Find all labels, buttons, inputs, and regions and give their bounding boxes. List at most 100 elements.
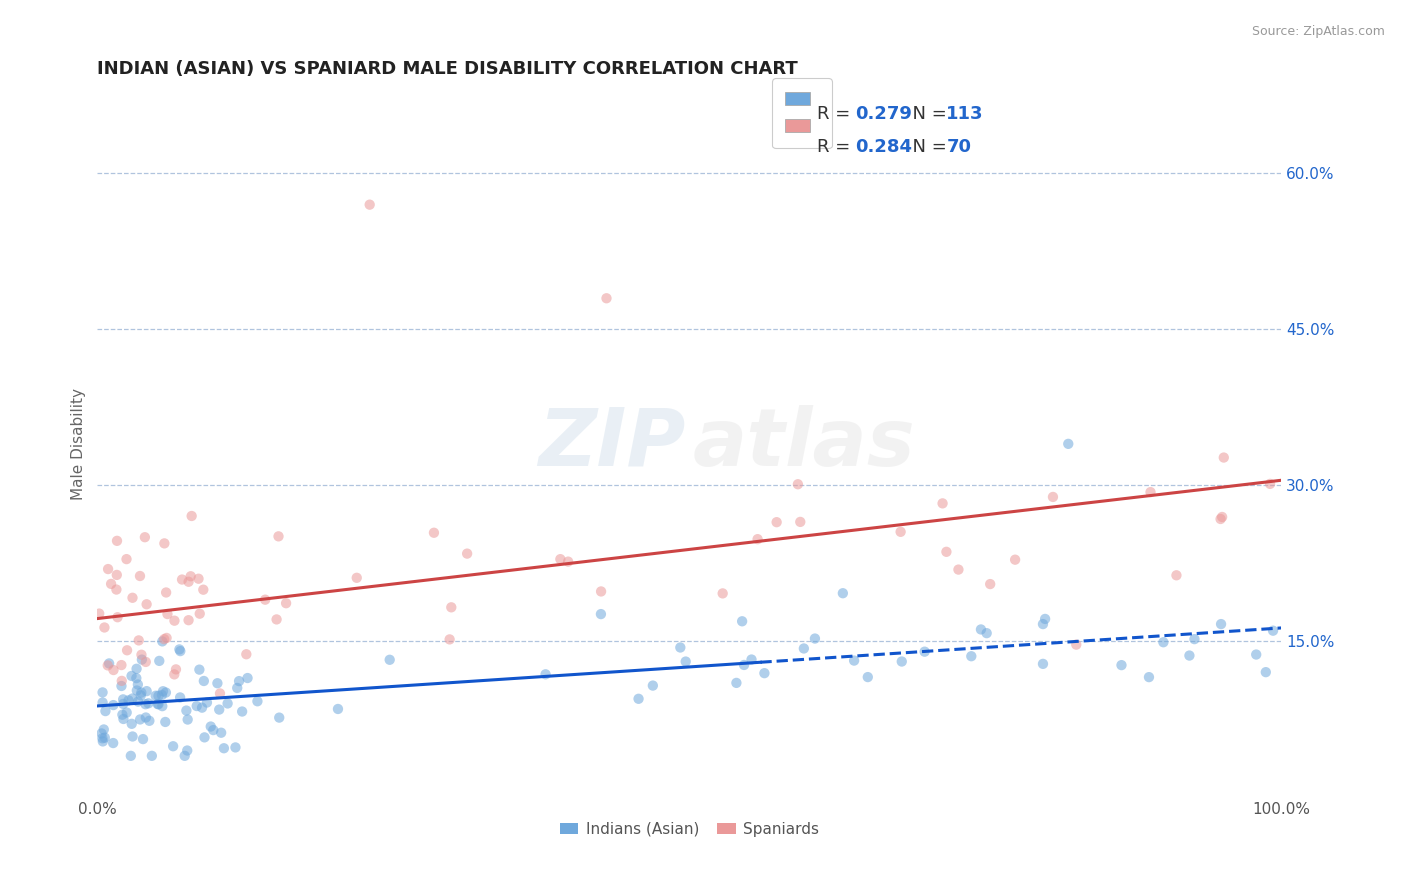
Point [165,662,187,676]
Point [135,710,157,724]
Point [831,586,853,600]
Point [224,740,246,755]
Point [127,695,149,709]
Point [236,671,259,685]
Point [91,734,114,748]
Point [169,644,191,658]
Point [125,683,148,698]
Text: 0.284: 0.284 [855,137,912,156]
Point [156,607,179,621]
Point [163,614,186,628]
Point [121,716,143,731]
Point [131,652,153,666]
Point [754,666,776,681]
Point [152,684,174,698]
Point [1178,648,1201,663]
Point [100,577,122,591]
Point [202,723,225,737]
Point [97,658,120,673]
Point [169,690,191,705]
Point [193,673,215,688]
Point [131,648,153,662]
Point [1212,450,1234,465]
Point [326,702,349,716]
Y-axis label: Male Disability: Male Disability [72,388,86,500]
Point [129,713,152,727]
Point [91,696,114,710]
Point [110,679,132,693]
Point [534,667,557,681]
Point [112,712,135,726]
Point [128,633,150,648]
Point [135,655,157,669]
Point [153,536,176,550]
Point [148,654,170,668]
Point [786,477,808,491]
Point [439,632,461,647]
Point [1057,437,1080,451]
Point [456,547,478,561]
Point [176,704,198,718]
Text: atlas: atlas [693,405,915,483]
Point [1111,658,1133,673]
Point [595,291,617,305]
Point [557,555,579,569]
Point [155,685,177,699]
Point [107,610,129,624]
Point [948,563,970,577]
Point [186,699,208,714]
Point [138,714,160,728]
Point [135,597,157,611]
Point [98,657,121,671]
Point [138,696,160,710]
Point [267,529,290,543]
Point [960,649,983,664]
Point [193,582,215,597]
Point [979,577,1001,591]
Point [150,699,173,714]
Point [111,707,134,722]
Point [890,655,912,669]
Point [177,574,200,589]
Text: Source: ZipAtlas.com: Source: ZipAtlas.com [1251,25,1385,38]
Point [148,689,170,703]
Point [129,689,152,703]
Point [856,670,879,684]
Point [134,697,156,711]
Point [195,696,218,710]
Point [155,714,177,729]
Point [235,647,257,661]
Point [121,730,143,744]
Point [207,676,229,690]
Point [134,530,156,544]
Point [105,582,128,597]
Point [1211,510,1233,524]
Point [440,600,463,615]
Point [1166,568,1188,582]
Point [228,674,250,689]
Point [842,654,865,668]
Point [146,697,169,711]
Point [93,620,115,634]
Point [112,697,135,711]
Point [177,613,200,627]
Point [1033,612,1056,626]
Point [747,532,769,546]
Point [90,726,112,740]
Point [148,697,170,711]
Point [188,607,211,621]
Point [101,736,124,750]
Point [176,743,198,757]
Point [591,584,613,599]
Point [91,685,114,699]
Point [209,725,232,739]
Point [155,631,177,645]
Point [188,663,211,677]
Point [110,658,132,673]
Text: R =: R = [817,105,856,123]
Point [170,573,193,587]
Point [141,748,163,763]
Point [217,697,239,711]
Point [93,723,115,737]
Point [193,731,215,745]
